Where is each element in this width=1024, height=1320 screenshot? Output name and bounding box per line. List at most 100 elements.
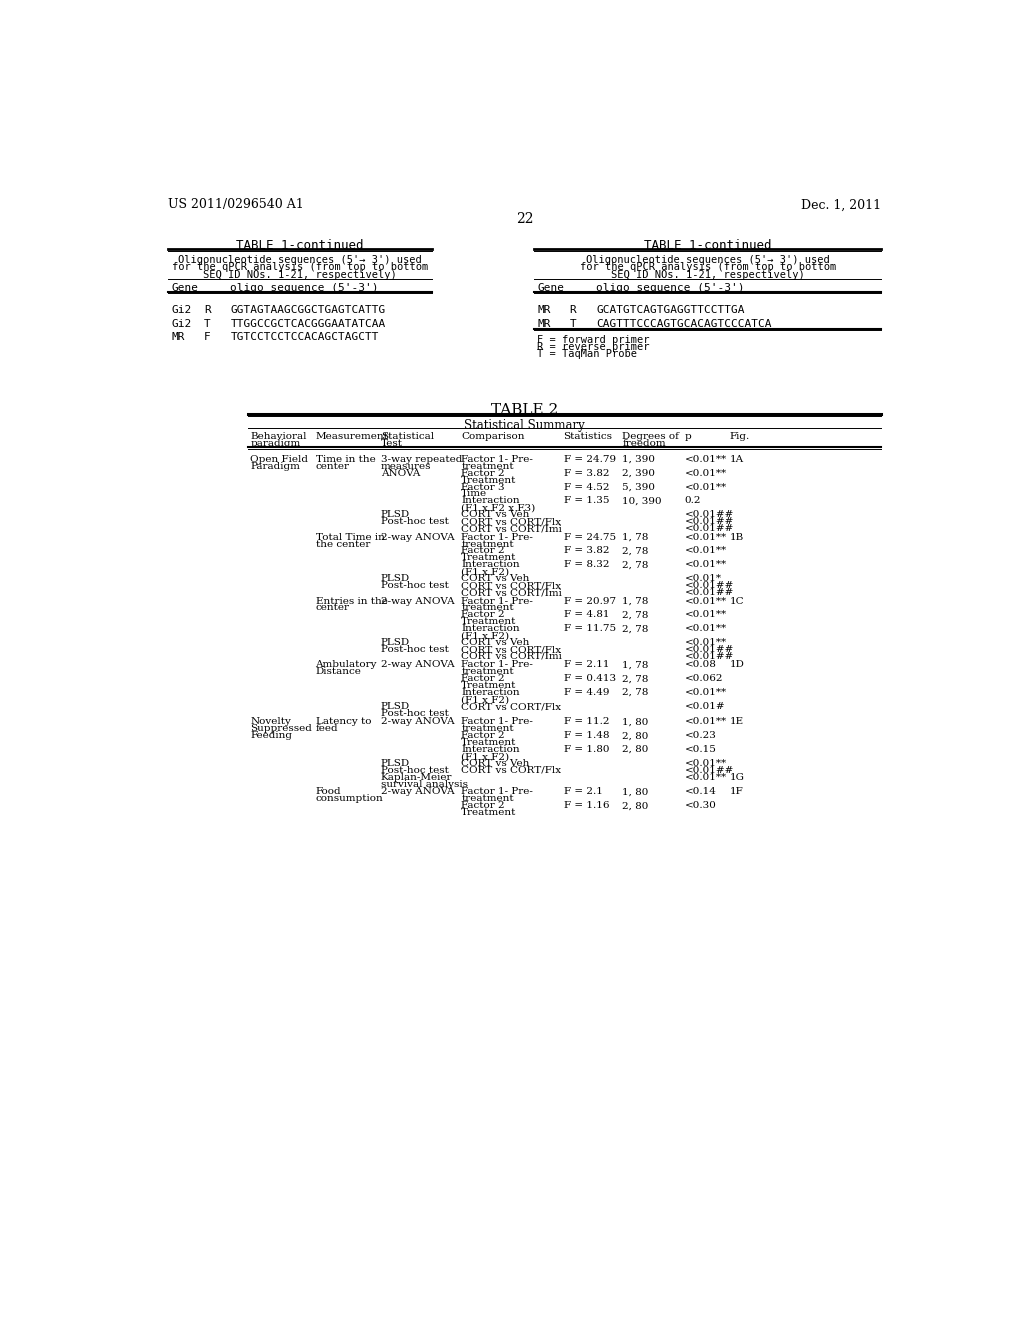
Text: <0.01*: <0.01* xyxy=(684,574,722,583)
Text: 2, 78: 2, 78 xyxy=(623,624,649,634)
Text: R: R xyxy=(204,305,211,314)
Text: <0.01**: <0.01** xyxy=(684,455,727,463)
Text: 2, 78: 2, 78 xyxy=(623,561,649,569)
Text: <0.01**: <0.01** xyxy=(684,688,727,697)
Text: SEQ ID NOs. 1-21, respectively): SEQ ID NOs. 1-21, respectively) xyxy=(611,271,805,280)
Text: 1, 80: 1, 80 xyxy=(623,788,649,796)
Text: measures: measures xyxy=(381,462,431,471)
Text: Factor 3: Factor 3 xyxy=(461,483,505,491)
Text: F = 1.48: F = 1.48 xyxy=(563,731,609,741)
Text: MR: MR xyxy=(538,305,551,314)
Text: Open Field: Open Field xyxy=(251,455,308,463)
Text: R: R xyxy=(569,305,577,314)
Text: center: center xyxy=(315,603,349,612)
Text: F = 4.52: F = 4.52 xyxy=(563,483,609,491)
Text: 3-way repeated: 3-way repeated xyxy=(381,455,462,463)
Text: Behavioral: Behavioral xyxy=(251,432,307,441)
Text: 1G: 1G xyxy=(729,774,744,781)
Text: 1D: 1D xyxy=(729,660,744,669)
Text: 2, 80: 2, 80 xyxy=(623,801,649,810)
Text: the center: the center xyxy=(315,540,370,549)
Text: Factor 1- Pre-: Factor 1- Pre- xyxy=(461,660,534,669)
Text: 2-way ANOVA: 2-way ANOVA xyxy=(381,718,455,726)
Text: Paradigm: Paradigm xyxy=(251,462,300,471)
Text: F = 1.35: F = 1.35 xyxy=(563,496,609,506)
Text: <0.01##: <0.01## xyxy=(684,766,734,775)
Text: 1A: 1A xyxy=(729,455,743,463)
Text: (F1 x F2): (F1 x F2) xyxy=(461,631,509,640)
Text: treatment: treatment xyxy=(461,603,514,612)
Text: F = 11.75: F = 11.75 xyxy=(563,624,615,634)
Text: Factor 2: Factor 2 xyxy=(461,731,505,741)
Text: (F1 x F2): (F1 x F2) xyxy=(461,752,509,762)
Text: CAGTTTCCCAGTGCACAGTCCCATCA: CAGTTTCCCAGTGCACAGTCCCATCA xyxy=(596,318,772,329)
Text: F = 4.81: F = 4.81 xyxy=(563,610,609,619)
Text: MR: MR xyxy=(171,333,185,342)
Text: 2, 390: 2, 390 xyxy=(623,469,655,478)
Text: F = 8.32: F = 8.32 xyxy=(563,561,609,569)
Text: Interaction: Interaction xyxy=(461,744,520,754)
Text: Treatment: Treatment xyxy=(461,738,517,747)
Text: TABLE 1-continued: TABLE 1-continued xyxy=(237,239,364,252)
Text: F = 24.75: F = 24.75 xyxy=(563,533,615,541)
Text: Statistics: Statistics xyxy=(563,432,612,441)
Text: 1, 390: 1, 390 xyxy=(623,455,655,463)
Text: Interaction: Interaction xyxy=(461,561,520,569)
Text: CORT vs CORT/Flx: CORT vs CORT/Flx xyxy=(461,517,561,527)
Text: CORT vs Veh: CORT vs Veh xyxy=(461,759,529,768)
Text: PLSD: PLSD xyxy=(381,702,410,711)
Text: Latency to: Latency to xyxy=(315,718,371,726)
Text: <0.15: <0.15 xyxy=(684,744,717,754)
Text: Gi2: Gi2 xyxy=(171,318,191,329)
Text: <0.01##: <0.01## xyxy=(684,589,734,597)
Text: Time: Time xyxy=(461,490,487,499)
Text: Post-hoc test: Post-hoc test xyxy=(381,517,449,527)
Text: Comparison: Comparison xyxy=(461,432,524,441)
Text: <0.01**: <0.01** xyxy=(684,546,727,556)
Text: <0.01**: <0.01** xyxy=(684,469,727,478)
Text: Statistical Summary: Statistical Summary xyxy=(465,420,585,433)
Text: Oligonucleotide sequences (5'→ 3') used: Oligonucleotide sequences (5'→ 3') used xyxy=(586,255,829,264)
Text: Factor 1- Pre-: Factor 1- Pre- xyxy=(461,788,534,796)
Text: <0.01##: <0.01## xyxy=(684,511,734,519)
Text: Statistical: Statistical xyxy=(381,432,434,441)
Text: for the qPCR analysis (from top to bottom: for the qPCR analysis (from top to botto… xyxy=(580,263,836,272)
Text: 2-way ANOVA: 2-way ANOVA xyxy=(381,788,455,796)
Text: paradigm: paradigm xyxy=(251,438,301,447)
Text: F = 2.1: F = 2.1 xyxy=(563,788,602,796)
Text: Gi2: Gi2 xyxy=(171,305,191,314)
Text: Factor 2: Factor 2 xyxy=(461,610,505,619)
Text: Factor 1- Pre-: Factor 1- Pre- xyxy=(461,455,534,463)
Text: <0.08: <0.08 xyxy=(684,660,717,669)
Text: 0.2: 0.2 xyxy=(684,496,701,506)
Text: Factor 1- Pre-: Factor 1- Pre- xyxy=(461,718,534,726)
Text: F = 20.97: F = 20.97 xyxy=(563,597,615,606)
Text: 2-way ANOVA: 2-way ANOVA xyxy=(381,597,455,606)
Text: CORT vs CORT/Flx: CORT vs CORT/Flx xyxy=(461,645,561,653)
Text: Treatment: Treatment xyxy=(461,553,517,562)
Text: Post-hoc test: Post-hoc test xyxy=(381,645,449,653)
Text: CORT vs CORT/Flx: CORT vs CORT/Flx xyxy=(461,766,561,775)
Text: F = 1.80: F = 1.80 xyxy=(563,744,609,754)
Text: F = 3.82: F = 3.82 xyxy=(563,546,609,556)
Text: TGTCCTCCTCCACAGCTAGCTT: TGTCCTCCTCCACAGCTAGCTT xyxy=(230,333,379,342)
Text: 1E: 1E xyxy=(729,718,743,726)
Text: 2-way ANOVA: 2-way ANOVA xyxy=(381,660,455,669)
Text: Ambulatory: Ambulatory xyxy=(315,660,377,669)
Text: TABLE 1-continued: TABLE 1-continued xyxy=(644,239,771,252)
Text: 2, 78: 2, 78 xyxy=(623,675,649,684)
Text: Kaplan-Meier: Kaplan-Meier xyxy=(381,774,453,781)
Text: 1, 78: 1, 78 xyxy=(623,597,649,606)
Text: <0.01**: <0.01** xyxy=(684,718,727,726)
Text: 2, 78: 2, 78 xyxy=(623,610,649,619)
Text: p: p xyxy=(684,432,691,441)
Text: SEQ ID NOs. 1-21, respectively): SEQ ID NOs. 1-21, respectively) xyxy=(203,271,397,280)
Text: <0.01#: <0.01# xyxy=(684,702,725,711)
Text: for the qPCR analysis (from top to bottom: for the qPCR analysis (from top to botto… xyxy=(172,263,428,272)
Text: CORT vs Veh: CORT vs Veh xyxy=(461,511,529,519)
Text: 1, 78: 1, 78 xyxy=(623,660,649,669)
Text: center: center xyxy=(315,462,349,471)
Text: <0.062: <0.062 xyxy=(684,675,723,684)
Text: treatment: treatment xyxy=(461,462,514,471)
Text: Factor 2: Factor 2 xyxy=(461,469,505,478)
